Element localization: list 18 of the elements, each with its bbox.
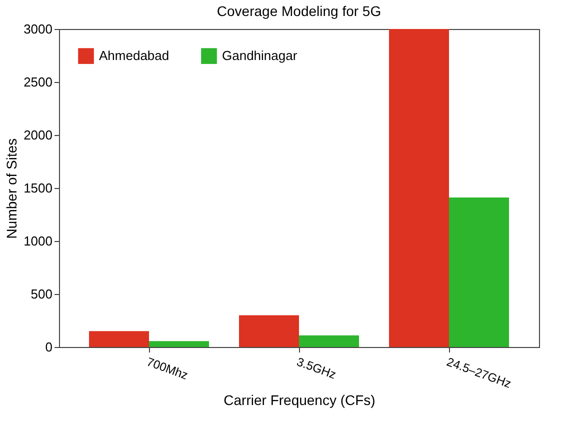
bar [389, 29, 449, 347]
legend-label: Ahmedabad [99, 48, 170, 64]
bar [239, 315, 299, 347]
bar [149, 341, 209, 347]
bar [89, 331, 149, 347]
legend-label: Gandhinagar [222, 48, 298, 64]
y-tick-label: 0 [45, 340, 52, 354]
bar [449, 198, 509, 347]
y-tick-label: 2000 [24, 128, 52, 142]
y-tick-label: 1000 [24, 234, 52, 248]
x-axis-title: Carrier Frequency (CFs) [224, 392, 376, 408]
bar [299, 335, 359, 347]
y-tick-label: 500 [30, 286, 52, 302]
y-tick-label: 1500 [24, 180, 52, 196]
y-tick-label: 2500 [24, 74, 52, 90]
chart-title: Coverage Modeling for 5G [216, 3, 382, 19]
y-axis-title: Number of Sites [4, 138, 20, 239]
y-tick-label: 3000 [24, 22, 52, 36]
